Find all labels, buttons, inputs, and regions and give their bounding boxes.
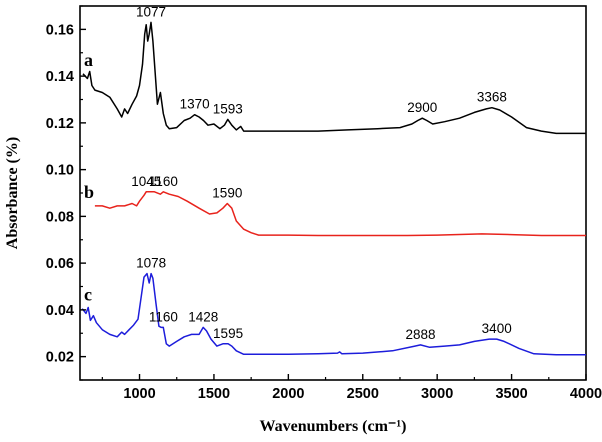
peak-label: 1160	[149, 174, 178, 189]
peak-label: 1160	[149, 309, 178, 324]
axis-layer: 1000 1500 2000 2500 3000 3500 4000 0.02 0.04 0.06…	[46, 5, 602, 402]
y-tick-label: 0.12	[46, 116, 74, 132]
peak-label: 1595	[213, 326, 243, 341]
peak-label: 2900	[407, 100, 437, 115]
peak-label: 1428	[188, 309, 218, 324]
series-line-c	[81, 272, 586, 356]
peak-label: 1078	[136, 256, 166, 271]
y-tick-label: 0.10	[46, 163, 74, 179]
x-tick-label: 2000	[272, 386, 304, 402]
peak-label: 1045	[131, 174, 161, 189]
y-tick-label: 0.04	[46, 303, 74, 319]
x-tick-label: 3000	[421, 386, 453, 402]
y-axis-title: Absorbance (%)	[4, 137, 21, 249]
peak-label: 1590	[212, 186, 242, 201]
y-tick-label: 0.14	[46, 69, 74, 85]
series-line-b	[94, 191, 586, 237]
x-tick-label: 2500	[347, 386, 379, 402]
x-tick-label: 4000	[570, 386, 602, 402]
peak-label: 1077	[136, 4, 166, 19]
y-tick-label: 0.06	[46, 256, 74, 272]
peak-label: 3368	[477, 90, 507, 105]
x-axis-title: Wavenumbers (cm⁻¹)	[260, 418, 407, 435]
x-tick-label: 1000	[123, 386, 155, 402]
peak-label: 2888	[405, 327, 435, 342]
peak-label: 1370	[180, 97, 210, 112]
curve-tag-c: c	[84, 285, 92, 305]
series-line-a	[82, 21, 586, 135]
y-tick-label: 0.08	[46, 209, 74, 225]
y-tick-label: 0.16	[46, 22, 74, 38]
curve-tag-a: a	[84, 50, 93, 70]
x-tick-label: 1500	[198, 386, 230, 402]
peak-label: 3400	[482, 321, 512, 336]
y-tick-label: 0.02	[46, 350, 74, 366]
peak-label: 1593	[213, 101, 243, 116]
curve-tag-b: b	[84, 182, 94, 202]
x-tick-label: 3500	[495, 386, 527, 402]
